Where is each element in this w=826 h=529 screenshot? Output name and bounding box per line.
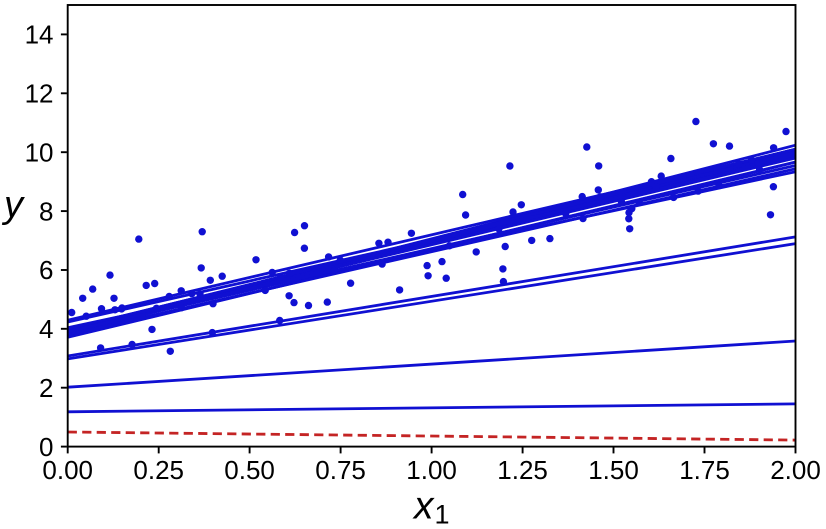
svg-text:1: 1 <box>435 500 450 529</box>
svg-text:0.00: 0.00 <box>42 455 93 485</box>
svg-text:2: 2 <box>39 373 53 403</box>
svg-text:0.25: 0.25 <box>133 455 184 485</box>
svg-text:0.50: 0.50 <box>224 455 275 485</box>
svg-text:0: 0 <box>39 432 53 462</box>
svg-text:1.25: 1.25 <box>497 455 548 485</box>
svg-text:10: 10 <box>25 137 54 167</box>
svg-text:1.00: 1.00 <box>406 455 457 485</box>
svg-text:12: 12 <box>25 79 54 109</box>
svg-text:y: y <box>1 184 25 226</box>
svg-text:4: 4 <box>39 314 53 344</box>
svg-text:1.75: 1.75 <box>679 455 730 485</box>
svg-text:0.75: 0.75 <box>315 455 366 485</box>
svg-text:x: x <box>412 485 435 528</box>
svg-text:2.00: 2.00 <box>770 455 821 485</box>
svg-text:1.50: 1.50 <box>588 455 639 485</box>
svg-text:8: 8 <box>39 196 53 226</box>
svg-text:14: 14 <box>25 20 54 50</box>
svg-text:6: 6 <box>39 255 53 285</box>
